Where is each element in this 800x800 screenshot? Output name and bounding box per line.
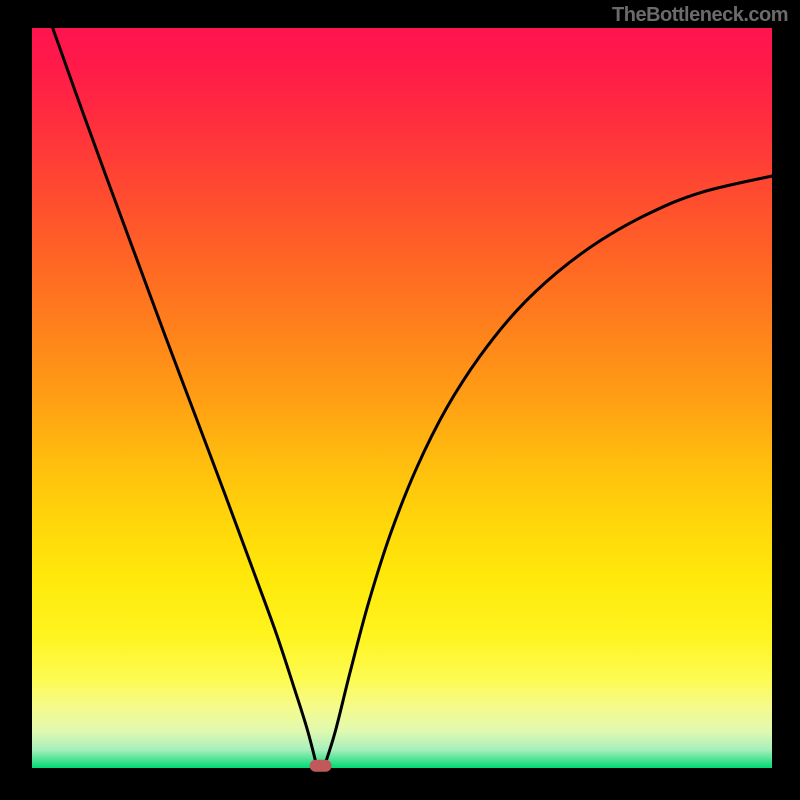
watermark-text: TheBottleneck.com [612,4,788,27]
chart-svg [0,0,800,800]
bottleneck-marker [310,760,332,772]
plot-area [32,28,772,768]
bottleneck-chart [0,0,800,800]
